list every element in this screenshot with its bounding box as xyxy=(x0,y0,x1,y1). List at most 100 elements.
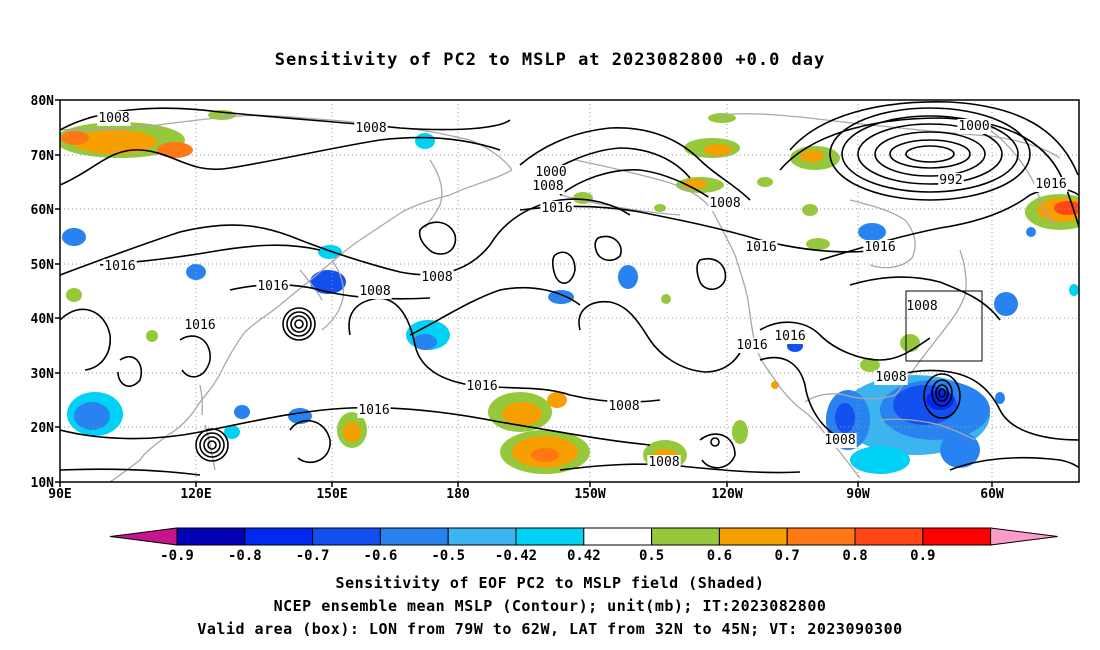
contour-line xyxy=(829,107,1031,201)
shade-negative xyxy=(618,265,638,289)
colorbar-label: 0.8 xyxy=(842,548,867,564)
contour-label-bg xyxy=(773,329,807,344)
colorbar-label: -0.42 xyxy=(495,548,537,564)
lat-label: 30N xyxy=(31,367,55,382)
contour-line xyxy=(179,335,211,378)
contour-label: 1008 xyxy=(359,284,390,299)
colorbar-label: 0.6 xyxy=(707,548,732,564)
colorbar-label: -0.5 xyxy=(431,548,465,564)
contour-line xyxy=(710,437,720,447)
contour-line xyxy=(938,388,946,398)
contour-line xyxy=(551,251,576,284)
lat-label: 20N xyxy=(31,421,55,436)
shade-negative xyxy=(835,403,855,433)
coast-taiwan-philippines xyxy=(199,384,216,471)
shade-positive xyxy=(343,422,361,442)
contour-label-bg xyxy=(905,299,939,314)
chart-title: Sensitivity of PC2 to MSLP at 2023082800… xyxy=(274,50,826,70)
contour-line xyxy=(789,101,1079,176)
contour-label: 1008 xyxy=(355,121,386,136)
shade-positive xyxy=(66,288,82,302)
contour-label: 1016 xyxy=(184,318,215,333)
contour-label-bg xyxy=(256,279,290,294)
contour-label-bg xyxy=(534,165,568,180)
shade-negative xyxy=(415,133,435,149)
coast-hudson xyxy=(849,199,916,269)
contour-label-bg xyxy=(708,196,742,211)
contour-label-bg xyxy=(1034,177,1068,192)
shade-positive xyxy=(531,448,559,462)
contour-line xyxy=(559,169,721,206)
contour-line xyxy=(949,456,1079,471)
contour-label: 1008 xyxy=(709,196,740,211)
contour-label: 1000 xyxy=(535,165,566,180)
shade-positive xyxy=(704,144,732,156)
contour-line xyxy=(594,235,622,262)
contour-line xyxy=(203,436,221,454)
contour-label-bg xyxy=(465,379,499,394)
colorbar-swatch xyxy=(854,527,924,546)
contour-line xyxy=(60,468,201,476)
colorbar-arrow-high xyxy=(990,527,1058,546)
contour-line xyxy=(759,321,931,361)
contour-line xyxy=(117,356,142,387)
colorbar-label: -0.6 xyxy=(364,548,398,564)
colorbar-swatch xyxy=(244,527,314,546)
contour-label: 1016 xyxy=(466,379,497,394)
colorbar-swatch xyxy=(922,527,992,546)
contour-label-bg xyxy=(531,179,565,194)
lon-label: 120E xyxy=(180,487,211,502)
lon-label: 90E xyxy=(48,487,71,502)
colorbar-label: 0.5 xyxy=(639,548,664,564)
contour-line xyxy=(286,311,312,337)
colorbar-label: -0.7 xyxy=(296,548,330,564)
contour-label: 1008 xyxy=(98,111,129,126)
contour-line xyxy=(879,369,1079,441)
contour-label-bg xyxy=(938,173,964,188)
plot-frame xyxy=(59,99,1080,483)
contour-line xyxy=(348,297,661,403)
contour-label: 1000 xyxy=(958,119,989,134)
colorbar-label: -0.9 xyxy=(160,548,194,564)
shade-positive xyxy=(157,142,193,158)
shade-positive xyxy=(806,238,830,250)
contour-label-bg xyxy=(420,270,454,285)
coast-asia-north xyxy=(60,114,513,171)
shade-negative xyxy=(310,270,346,294)
contour-line xyxy=(199,432,225,458)
shade-negative xyxy=(62,228,86,246)
shade-negative xyxy=(850,446,910,474)
lon-label: 150W xyxy=(574,487,605,502)
contour-label: 1016 xyxy=(104,259,135,274)
longitude-labels: 90E 120E 150E 180 150W 120W 90W 60W xyxy=(48,482,1004,502)
shade-positive xyxy=(61,131,89,145)
contour-label: 1008 xyxy=(608,399,639,414)
caption-contour: NCEP ensemble mean MSLP (Contour); unit(… xyxy=(273,597,827,615)
contour-line xyxy=(699,433,736,469)
lat-label: 60N xyxy=(31,203,55,218)
shade-negative xyxy=(1026,227,1036,237)
contour-label: 1008 xyxy=(421,270,452,285)
contour-line xyxy=(418,221,457,255)
shade-positive xyxy=(547,392,567,408)
caption-valid-area: Valid area (box): LON from 79W to 62W, L… xyxy=(197,620,903,638)
lon-label: 150E xyxy=(316,487,347,502)
contour-line xyxy=(60,107,511,131)
coast-korea-japan xyxy=(299,261,345,331)
shade-positive xyxy=(900,334,920,352)
contour-line xyxy=(935,384,949,402)
coast-aleutians xyxy=(559,194,681,216)
shade-positive xyxy=(802,204,818,216)
contour-label-bg xyxy=(540,201,574,216)
valid-area-box xyxy=(905,290,983,362)
shade-positive xyxy=(654,204,666,212)
colorbar-swatch xyxy=(176,527,246,546)
contour-line xyxy=(874,131,986,177)
sensitivity-shading xyxy=(60,110,1079,474)
shade-negative xyxy=(994,292,1018,316)
lat-label: 40N xyxy=(31,312,55,327)
lon-label: 90W xyxy=(846,487,870,502)
colorbar-arrow-low xyxy=(109,527,178,546)
